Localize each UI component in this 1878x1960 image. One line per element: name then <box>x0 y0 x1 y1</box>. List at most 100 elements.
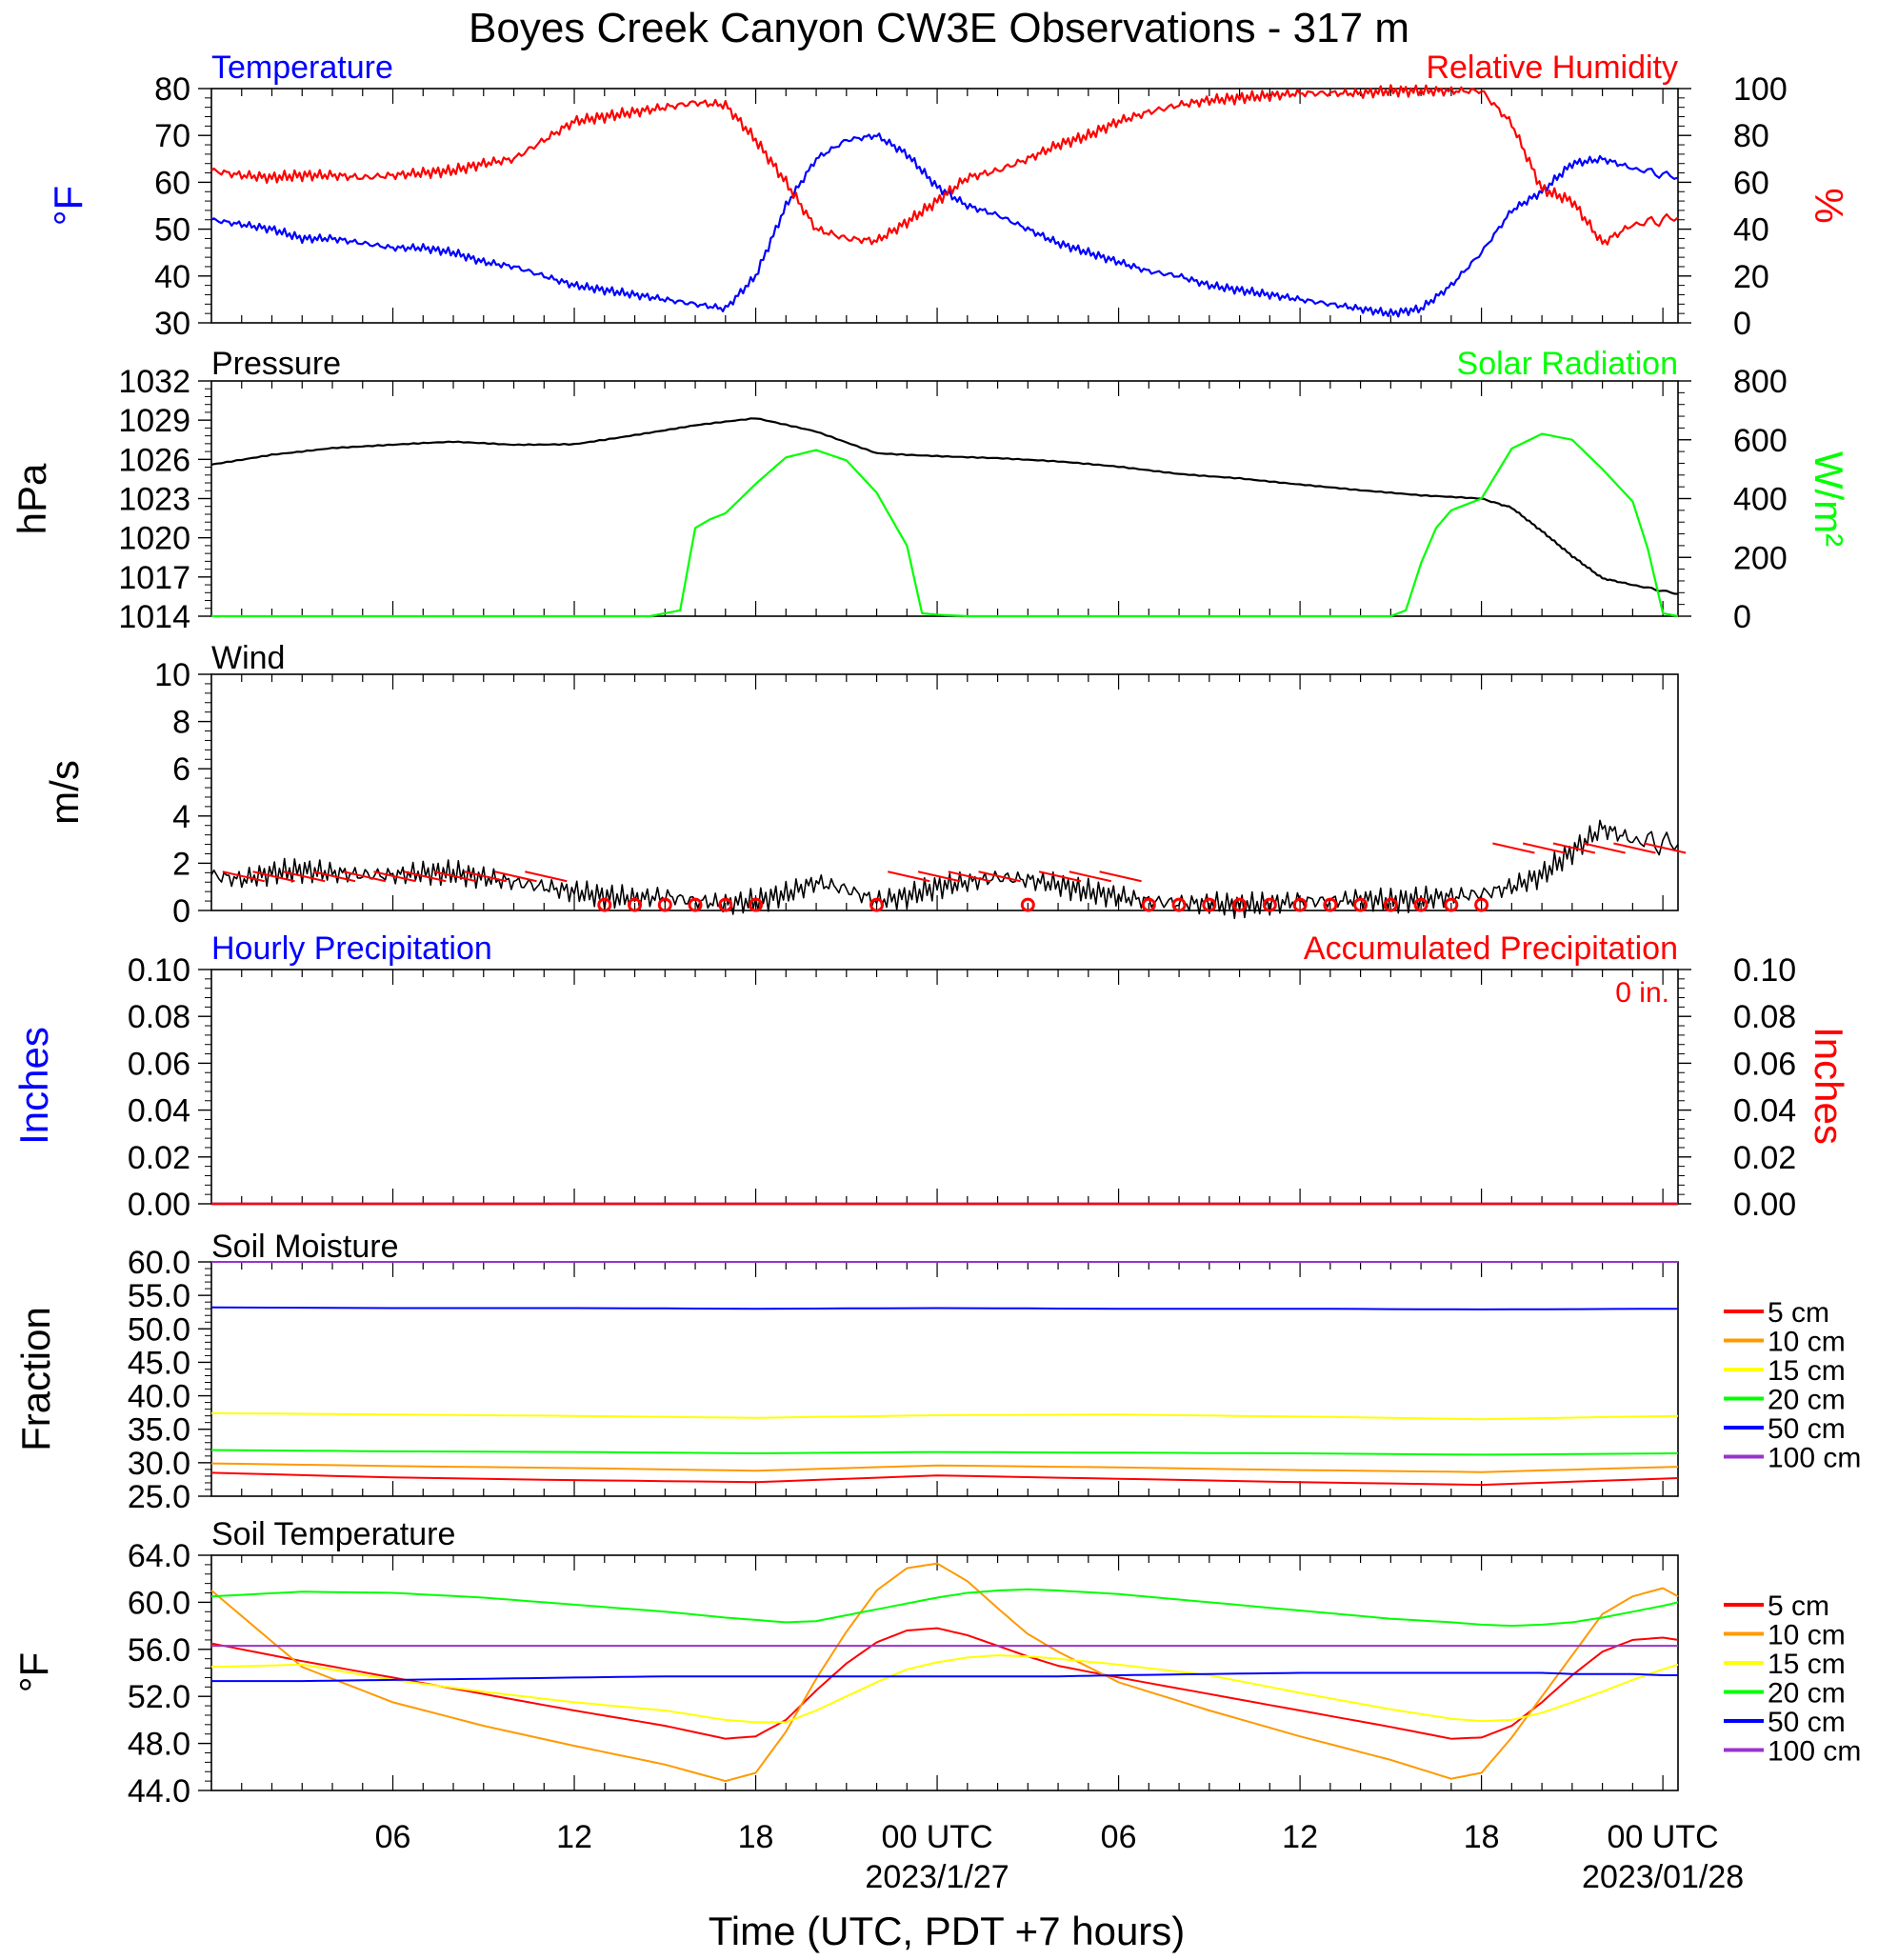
soil-temp-y-tick-label: 44.0 <box>128 1773 190 1810</box>
wind-y-tick-label: 10 <box>154 657 190 693</box>
wind-barb <box>917 870 961 883</box>
soil-temp-y-tick-label: 64.0 <box>128 1538 190 1574</box>
pressure-plot-frame <box>210 380 1679 617</box>
chart-title: Boyes Creek Canyon CW3E Observations - 3… <box>469 5 1409 51</box>
soil-moisture-legend-label: 50 cm <box>1768 1413 1846 1445</box>
calm-wind-marker <box>657 897 672 912</box>
pressure-y-tick-label: 1026 <box>118 442 190 478</box>
soil-moisture-y-tick-label: 50.0 <box>128 1311 190 1348</box>
solar-title: Solar Radiation <box>1457 346 1678 382</box>
soil-moisture-line-50cm <box>210 1306 1679 1310</box>
x-tick-label: 12 <box>556 1819 592 1855</box>
pressure-title: Pressure <box>211 346 341 382</box>
wind-barb <box>1038 870 1082 883</box>
wind-barb <box>312 870 356 883</box>
soil-moisture-y-tick-label: 55.0 <box>128 1278 190 1314</box>
wind-barb <box>433 870 477 883</box>
x-tick-date: 2023/01/28 <box>1582 1859 1744 1895</box>
calm-wind-marker <box>688 897 703 912</box>
wind-title: Wind <box>211 640 285 676</box>
soil-moisture-y-tick-label: 40.0 <box>128 1379 190 1415</box>
calm-wind-marker <box>1413 897 1428 912</box>
calm-wind-marker <box>1232 897 1248 912</box>
pressure-y-tick-label: 1017 <box>118 560 190 596</box>
hourly-precip-title: Hourly Precipitation <box>211 930 492 967</box>
calm-wind-marker <box>1141 897 1156 912</box>
soil-moisture-legend-label: 100 cm <box>1768 1443 1861 1474</box>
accum-y2-tick-label: 0.08 <box>1733 999 1796 1035</box>
wind-y-tick-label: 2 <box>172 846 190 882</box>
wind-barb <box>1643 842 1687 854</box>
precip-plot-frame <box>210 969 1679 1205</box>
wind-barb <box>1492 842 1535 854</box>
precip-y-tick-label: 0.00 <box>128 1187 190 1223</box>
soil-temp-y-tick-label: 52.0 <box>128 1679 190 1715</box>
x-tick-label: 00 UTC <box>1608 1819 1719 1855</box>
calm-wind-marker <box>1444 897 1459 912</box>
wind-barb <box>252 870 295 883</box>
calm-wind-marker <box>1474 897 1489 912</box>
temp-y-tick-label: 70 <box>154 118 190 154</box>
calm-wind-marker <box>1171 897 1187 912</box>
solar-y2-tick-label: 0 <box>1733 599 1751 635</box>
accum-y2-tick-label: 0.06 <box>1733 1046 1796 1082</box>
soil-temp-line-10cm <box>210 1562 1679 1783</box>
soil-moisture-legend-label: 20 cm <box>1768 1385 1846 1416</box>
temp-y-tick-label: 50 <box>154 212 190 249</box>
solar-y2-tick-label: 800 <box>1733 364 1788 400</box>
soil-temp-y-tick-label: 48.0 <box>128 1727 190 1763</box>
calm-wind-marker <box>1323 897 1338 912</box>
soil-temp-line-50cm <box>211 1671 1678 1683</box>
calm-wind-marker <box>1292 897 1308 912</box>
calm-wind-marker <box>628 897 643 912</box>
wind-ylabel: m/s <box>42 760 87 825</box>
accum-y2-tick-label: 0.00 <box>1733 1187 1796 1223</box>
calm-wind-marker <box>597 897 612 912</box>
soil-temp-ylabel: °F <box>11 1652 56 1692</box>
x-tick-label: 18 <box>1464 1819 1500 1855</box>
wind-barb <box>283 870 326 883</box>
rh-y2-tick-label: 80 <box>1733 118 1769 154</box>
x-tick-label: 12 <box>1282 1819 1318 1855</box>
soil-temp-y-tick-label: 56.0 <box>128 1632 190 1669</box>
temp-rh-plot-frame <box>210 88 1679 324</box>
temp-y-tick-label: 40 <box>154 259 190 295</box>
wind-barb <box>404 870 447 883</box>
accum-y2-tick-label: 0.04 <box>1733 1093 1796 1130</box>
wind-barb <box>525 870 568 883</box>
soil-moisture-line-5cm <box>210 1471 1679 1487</box>
soil-moisture-legend-label: 10 cm <box>1768 1327 1846 1358</box>
solar-radiation-line <box>211 432 1679 618</box>
soil-temp-legend-label: 100 cm <box>1768 1736 1861 1768</box>
soil-temp-legend-label: 50 cm <box>1768 1707 1846 1738</box>
x-tick-label: 00 UTC <box>881 1819 992 1855</box>
wind-barb <box>464 870 507 883</box>
wind-barb <box>1552 842 1596 854</box>
precip-y-tick-label: 0.08 <box>128 999 190 1035</box>
calm-wind-marker <box>1353 897 1369 912</box>
x-tick-date: 2023/1/27 <box>865 1859 1009 1895</box>
wind-y-tick-label: 0 <box>172 893 190 930</box>
x-tick-label: 06 <box>375 1819 411 1855</box>
pressure-y-tick-label: 1023 <box>118 482 190 518</box>
calm-wind-marker <box>1383 897 1398 912</box>
soil-moisture-legend-label: 5 cm <box>1768 1297 1829 1329</box>
solar-ylabel: W/m² <box>1807 451 1851 547</box>
soil-temp-plot-frame <box>210 1554 1679 1791</box>
calm-wind-marker <box>1202 897 1217 912</box>
soil-moisture-y-tick-label: 45.0 <box>128 1345 190 1381</box>
wind-barb <box>978 870 1021 883</box>
precip-y-tick-label: 0.04 <box>128 1093 190 1130</box>
wind-barb <box>343 870 386 883</box>
humidity-line <box>210 84 1679 246</box>
hourly-precip-ylabel: Inches <box>11 1027 56 1145</box>
soil-temp-y-tick-label: 60.0 <box>128 1585 190 1621</box>
wind-barb <box>1583 842 1626 854</box>
wind-y-tick-label: 8 <box>172 705 190 741</box>
calm-wind-marker <box>718 897 733 912</box>
calm-wind-marker <box>1262 897 1277 912</box>
soil-moisture-line-20cm <box>210 1449 1679 1456</box>
temp-y-tick-label: 60 <box>154 165 190 201</box>
accum-y2-tick-label: 0.02 <box>1733 1140 1796 1176</box>
